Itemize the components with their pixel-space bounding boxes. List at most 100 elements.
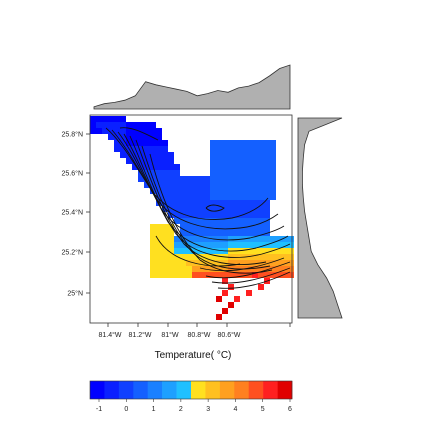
heatmap-cell	[168, 260, 174, 266]
x-tick-label: 81.4°W	[98, 331, 121, 339]
heatmap-cell	[198, 176, 204, 182]
heatmap-cell	[174, 164, 180, 170]
heatmap-cell	[240, 170, 246, 176]
heatmap-cell	[234, 218, 240, 224]
heatmap-cell	[288, 242, 294, 248]
heatmap-cell	[246, 146, 252, 152]
heatmap-cell	[234, 170, 240, 176]
heatmap-cell	[216, 164, 222, 170]
heatmap-cell	[174, 170, 180, 176]
heatmap-cell	[264, 254, 270, 260]
heatmap-cell	[180, 188, 186, 194]
heatmap-cell	[204, 212, 210, 218]
heatmap-cell	[228, 236, 234, 242]
x-tick-label: 81°W	[161, 331, 179, 339]
heatmap-cell	[264, 272, 270, 278]
heatmap-cell	[252, 242, 258, 248]
heatmap-cell	[144, 122, 150, 128]
heatmap-cell	[216, 296, 222, 302]
heatmap-cell	[138, 128, 144, 134]
heatmap-cell	[252, 182, 258, 188]
heatmap-cell	[252, 164, 258, 170]
heatmap-cell	[120, 146, 126, 152]
heatmap-cell	[150, 266, 156, 272]
heatmap-cell	[168, 272, 174, 278]
heatmap-cell	[258, 194, 264, 200]
heatmap-cell	[180, 212, 186, 218]
heatmap-cell	[162, 158, 168, 164]
colorbar-swatch	[176, 381, 192, 399]
y-tick-label: 25.6°N	[62, 170, 83, 178]
heatmap-cell	[258, 230, 264, 236]
heatmap-cell	[150, 272, 156, 278]
heatmap-cell	[258, 170, 264, 176]
heatmap-cell	[156, 164, 162, 170]
heatmap-cell	[186, 176, 192, 182]
heatmap-cell	[282, 254, 288, 260]
heatmap-cell	[210, 176, 216, 182]
colorbar-tick-label: 6	[288, 406, 292, 413]
heatmap-cell	[180, 236, 186, 242]
heatmap-cell	[222, 272, 228, 278]
heatmap-cell	[132, 158, 138, 164]
heatmap-cell	[150, 230, 156, 236]
heatmap-cell	[204, 254, 210, 260]
heatmap-cell	[150, 242, 156, 248]
heatmap-cell	[222, 146, 228, 152]
heatmap-cell	[210, 212, 216, 218]
heatmap-cell	[288, 254, 294, 260]
heatmap-cell	[270, 272, 276, 278]
heatmap-cell	[168, 194, 174, 200]
heatmap-cell	[264, 194, 270, 200]
heatmap-cell	[240, 200, 246, 206]
heatmap-cell	[150, 224, 156, 230]
heatmap-cell	[210, 170, 216, 176]
heatmap-cell	[102, 128, 108, 134]
heatmap-cell	[204, 236, 210, 242]
heatmap-cell	[156, 260, 162, 266]
heatmap-cell	[288, 236, 294, 242]
heatmap-cell	[162, 266, 168, 272]
heatmap-cell	[180, 224, 186, 230]
heatmap-cell	[240, 182, 246, 188]
heatmap-cell	[198, 206, 204, 212]
heatmap-cell	[120, 116, 126, 122]
heatmap-cell	[246, 158, 252, 164]
heatmap-cell	[168, 266, 174, 272]
heatmap-cell	[192, 254, 198, 260]
heatmap-cell	[246, 194, 252, 200]
heatmap-cell	[180, 272, 186, 278]
heatmap-cell	[240, 272, 246, 278]
heatmap-cell	[192, 218, 198, 224]
heatmap-cell	[246, 200, 252, 206]
heatmap-cell	[240, 176, 246, 182]
top-marginal-area	[93, 64, 291, 110]
heatmap-cell	[216, 182, 222, 188]
heatmap-cell	[264, 164, 270, 170]
contour-line	[205, 261, 291, 279]
heatmap-cell	[270, 188, 276, 194]
heatmap-cell	[228, 152, 234, 158]
heatmap-cell	[204, 182, 210, 188]
heatmap-cell	[162, 248, 168, 254]
heatmap-cell	[252, 188, 258, 194]
heatmap-cell	[240, 224, 246, 230]
heatmap-cell	[174, 206, 180, 212]
heatmap-cell	[270, 182, 276, 188]
heatmap-cell	[228, 164, 234, 170]
heatmap-cell	[234, 188, 240, 194]
heatmap-cell	[198, 182, 204, 188]
heatmap-cell	[252, 194, 258, 200]
heatmap-cell	[162, 272, 168, 278]
heatmap-cell	[180, 260, 186, 266]
colorbar-tick-label: 2	[179, 406, 183, 413]
heatmap-cell	[252, 140, 258, 146]
heatmap-cell	[174, 272, 180, 278]
heatmap-cell	[264, 236, 270, 242]
heatmap-cell	[132, 122, 138, 128]
heatmap-cell	[234, 296, 240, 302]
heatmap-cell	[168, 188, 174, 194]
colorbar	[89, 380, 293, 400]
colorbar-swatch	[234, 381, 250, 399]
heatmap-cell	[138, 122, 144, 128]
